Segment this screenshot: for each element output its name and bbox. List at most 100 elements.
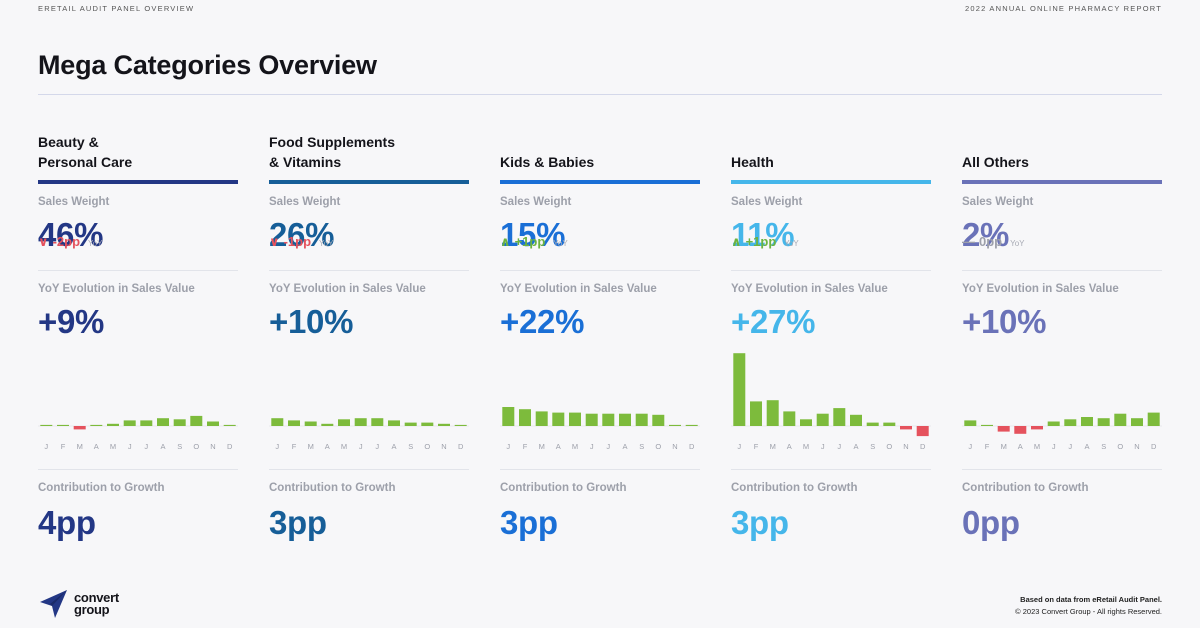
month-tick-label: J: [359, 442, 363, 451]
chart-bar: [388, 420, 400, 426]
yoy-tag: YoY: [553, 239, 568, 248]
contribution-value: 3pp: [500, 504, 558, 541]
chevron-up-icon: ∧: [500, 234, 511, 249]
sales-weight-label: Sales Weight: [500, 196, 572, 208]
month-tick-label: O: [886, 442, 892, 451]
yoy-tag: YoY: [319, 239, 334, 248]
month-tick-label: O: [1117, 442, 1123, 451]
contribution-label: Contribution to Growth: [962, 482, 1089, 494]
month-tick-label: J: [590, 442, 594, 451]
chart-bar: [321, 423, 334, 426]
month-tick-label: M: [539, 442, 545, 451]
chart-bar: [685, 424, 698, 426]
month-tick-label: A: [94, 442, 99, 451]
month-tick-label: F: [985, 442, 990, 451]
logo-line-2: group: [74, 602, 110, 617]
category-underline: [500, 180, 700, 184]
month-tick-label: J: [506, 442, 510, 451]
month-tick-label: M: [341, 442, 347, 451]
month-tick-label: J: [606, 442, 610, 451]
yoy-evolution-value: +10%: [269, 303, 354, 340]
chart-bar: [454, 424, 467, 426]
sales-weight-value: 11%: [731, 216, 795, 253]
month-tick-label: N: [672, 442, 677, 451]
chart-bar: [569, 412, 581, 426]
chart-bar: [1064, 419, 1077, 426]
chart-bar: [288, 420, 300, 426]
month-tick-label: D: [227, 442, 233, 451]
yoy-evolution-label: YoY Evolution in Sales Value: [269, 283, 426, 295]
section-divider: [500, 469, 700, 470]
month-tick-label: F: [292, 442, 297, 451]
sales-weight-label: Sales Weight: [962, 196, 1034, 208]
chart-bar: [635, 413, 648, 426]
month-tick-label: A: [391, 442, 396, 451]
chart-bar: [866, 422, 879, 426]
month-tick-label: S: [177, 442, 182, 451]
month-tick-label: A: [853, 442, 858, 451]
category-underline: [38, 180, 238, 184]
month-tick-label: N: [903, 442, 908, 451]
month-tick-label: A: [622, 442, 627, 451]
chart-bar: [404, 422, 417, 426]
chevron-down-icon: ∨: [269, 234, 280, 249]
month-tick-label: J: [44, 442, 48, 451]
contribution-label: Contribution to Growth: [38, 482, 165, 494]
yoy-evolution-label: YoY Evolution in Sales Value: [962, 283, 1119, 295]
chart-bar: [669, 424, 681, 426]
chart-bar: [519, 409, 531, 426]
sales-weight-change: ∧ +1pp YoY: [731, 234, 799, 250]
month-tick-label: D: [689, 442, 695, 451]
chart-bar: [783, 411, 796, 426]
yoy-evolution-value: +9%: [38, 303, 105, 340]
chart-bar: [1114, 413, 1127, 426]
month-tick-label: D: [458, 442, 464, 451]
month-tick-label: S: [870, 442, 875, 451]
footer-note: Based on data from eRetail Audit Panel. …: [1015, 594, 1162, 618]
logo-arrow-icon: [40, 590, 67, 618]
month-tick-label: F: [61, 442, 66, 451]
change-value: 0pp: [979, 234, 1003, 249]
chart-bar: [1097, 418, 1110, 426]
chart-bar: [157, 418, 169, 426]
contribution-label: Contribution to Growth: [500, 482, 627, 494]
contribution-value: 3pp: [269, 504, 327, 541]
yoy-evolution-label: YoY Evolution in Sales Value: [38, 283, 195, 295]
chart-bar: [421, 422, 434, 426]
chart-bar: [750, 401, 762, 426]
chart-bar: [140, 420, 153, 426]
sales-weight-change: ∨ -2pp YoY: [38, 234, 102, 250]
category-column: Food Supplements & Vitamins Sales Weight 2…: [269, 130, 469, 560]
month-tick-label: A: [556, 442, 561, 451]
month-tick-label: O: [193, 442, 199, 451]
month-tick-label: J: [1052, 442, 1056, 451]
category-name: Beauty & Personal Care: [38, 134, 133, 170]
yoy-evolution-label: YoY Evolution in Sales Value: [731, 283, 888, 295]
month-tick-label: M: [77, 442, 83, 451]
month-tick-label: J: [144, 442, 148, 451]
convert-group-logo: convert group: [38, 588, 119, 620]
month-tick-label: A: [325, 442, 330, 451]
page-title: Mega Categories Overview: [38, 50, 377, 80]
month-tick-label: J: [968, 442, 972, 451]
chart-bar: [354, 418, 367, 426]
change-value: +1pp: [514, 234, 546, 249]
month-tick-label: A: [160, 442, 165, 451]
chart-bar: [916, 426, 929, 437]
month-tick-label: J: [821, 442, 825, 451]
chart-bar: [502, 407, 515, 426]
dash-icon: —: [962, 234, 975, 249]
chevron-down-icon: ∨: [38, 234, 49, 249]
chart-bar: [40, 424, 53, 426]
chart-bar: [766, 400, 779, 426]
month-tick-label: S: [1101, 442, 1106, 451]
month-tick-label: J: [275, 442, 279, 451]
month-tick-label: O: [655, 442, 661, 451]
chart-bar: [223, 424, 236, 426]
yoy-evolution-value: +22%: [500, 303, 585, 340]
month-tick-label: M: [803, 442, 809, 451]
change-value: +1pp: [745, 234, 777, 249]
month-tick-label: N: [441, 442, 446, 451]
sales-weight-value: 15%: [500, 216, 566, 253]
